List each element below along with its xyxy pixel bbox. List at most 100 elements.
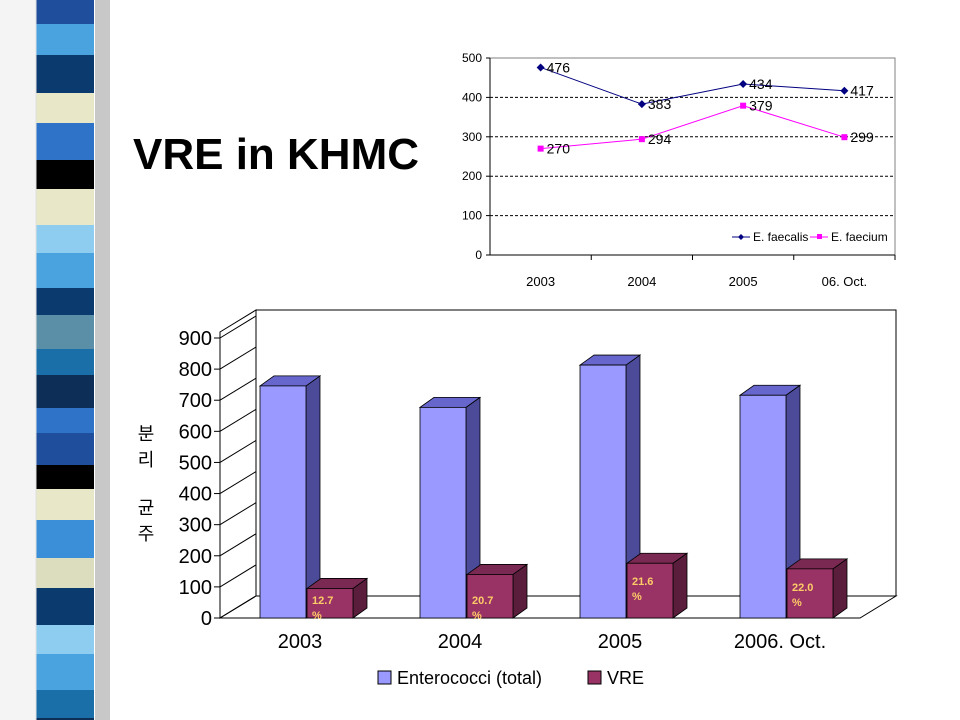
y-grid-diagonal <box>219 595 257 619</box>
series-line <box>540 105 845 150</box>
data-point <box>638 136 645 143</box>
y-axis-label-char: 주 <box>138 524 155 544</box>
stripe-block <box>36 315 94 349</box>
y-tick-label: 200 <box>462 169 482 183</box>
data-point <box>537 145 544 152</box>
stripe-shadow <box>95 0 110 720</box>
y-tick-label: 800 <box>179 359 212 381</box>
y-tick-label: 600 <box>179 421 212 443</box>
y-tick-label: 400 <box>462 90 482 104</box>
y-tick-label: 700 <box>179 390 212 412</box>
stripe-block <box>36 465 94 489</box>
y-tick-label: 400 <box>179 484 212 506</box>
y-grid-diagonal <box>219 315 257 339</box>
stripe-block <box>36 718 94 720</box>
x-tick-label: 2006. Oct. <box>734 631 826 653</box>
x-tick-label: 06. Oct. <box>822 274 868 289</box>
data-label: 294 <box>648 131 672 147</box>
stripe-block <box>36 375 94 408</box>
data-point <box>841 134 848 141</box>
vre-percent-label: % <box>632 591 642 603</box>
stripe-block <box>36 55 94 93</box>
data-point <box>840 86 849 95</box>
data-point <box>536 63 545 72</box>
series-line <box>540 66 845 105</box>
y-tick-label: 100 <box>179 577 212 599</box>
y-grid-diagonal <box>219 471 257 494</box>
y-tick-label: 300 <box>462 130 482 144</box>
stripe-margin <box>0 0 36 720</box>
stripe-block <box>36 408 94 433</box>
vre-percent-label: 22.0 <box>792 582 813 594</box>
stripe-block <box>36 253 94 288</box>
legend-swatch <box>587 670 602 685</box>
side-wall <box>219 309 257 619</box>
y-tick-label: 300 <box>179 515 212 537</box>
data-label: 299 <box>850 129 874 145</box>
y-axis-label-char: 분 <box>138 424 155 444</box>
stripe-block <box>36 160 94 189</box>
decorative-stripe <box>0 0 110 720</box>
y-grid-diagonal <box>219 440 257 463</box>
stripe-block <box>36 520 94 558</box>
line-chart: 0 100 200 300 400 500 2003 2004 2005 06. Oct. 476 3… <box>462 51 896 289</box>
y-axis-label-char: 리 <box>138 450 155 470</box>
y-grid-diagonal <box>219 346 257 370</box>
stripe-block <box>36 588 94 625</box>
y-grid-diagonal <box>219 533 257 557</box>
bar <box>739 394 787 619</box>
vre-percent-label: 20.7 <box>472 595 493 607</box>
x-tick-label: 2004 <box>438 631 483 653</box>
y-grid-diagonal <box>219 377 257 401</box>
x-tick-label: 2005 <box>598 631 643 653</box>
bar <box>626 562 674 619</box>
data-point <box>637 100 646 109</box>
bar <box>259 385 307 619</box>
data-point <box>740 102 747 109</box>
y-grid-diagonal <box>219 408 257 432</box>
stripe-block <box>36 189 94 225</box>
x-tick-label: 2003 <box>278 631 323 653</box>
stripe-block <box>36 225 94 253</box>
bar <box>466 574 514 619</box>
y-tick-label: 0 <box>475 248 482 262</box>
x-tick-label: 2004 <box>627 274 656 289</box>
data-label: 417 <box>850 83 874 99</box>
data-label: 379 <box>749 98 773 114</box>
y-axis-label-char: 균 <box>138 498 155 518</box>
data-label: 434 <box>749 76 773 92</box>
data-label: 383 <box>648 96 672 112</box>
stripe-block <box>36 123 94 160</box>
y-tick-label: 100 <box>462 209 482 223</box>
x-tick-label: 2003 <box>526 274 555 289</box>
y-grid-diagonal <box>219 502 257 526</box>
legend-label: Enterococci (total) <box>397 668 542 688</box>
vre-percent-label: % <box>312 610 322 622</box>
stripe-block <box>36 489 94 520</box>
stripe-block <box>36 690 94 718</box>
legend-swatch <box>377 670 392 685</box>
bar <box>579 364 627 619</box>
legend-label: E. faecium <box>831 230 888 244</box>
legend-marker <box>817 234 822 239</box>
y-tick-label: 500 <box>179 452 212 474</box>
stripe-block <box>36 24 94 55</box>
y-tick-label: 200 <box>179 546 212 568</box>
stripe-block <box>36 654 94 690</box>
vre-percent-label: % <box>472 610 482 622</box>
y-tick-label: 500 <box>462 51 482 65</box>
data-label: 270 <box>547 141 571 157</box>
bar <box>786 568 834 619</box>
stripe-block <box>36 349 94 375</box>
legend-label: E. faecalis <box>753 230 808 244</box>
data-label: 476 <box>547 59 571 75</box>
y-tick-label: 900 <box>179 328 212 350</box>
x-tick-label: 2005 <box>729 274 758 289</box>
bar <box>306 588 354 619</box>
stripe-block <box>36 558 94 588</box>
bar-side <box>672 552 688 619</box>
data-point <box>739 80 748 89</box>
bar <box>419 406 467 619</box>
y-grid-diagonal <box>219 564 257 588</box>
